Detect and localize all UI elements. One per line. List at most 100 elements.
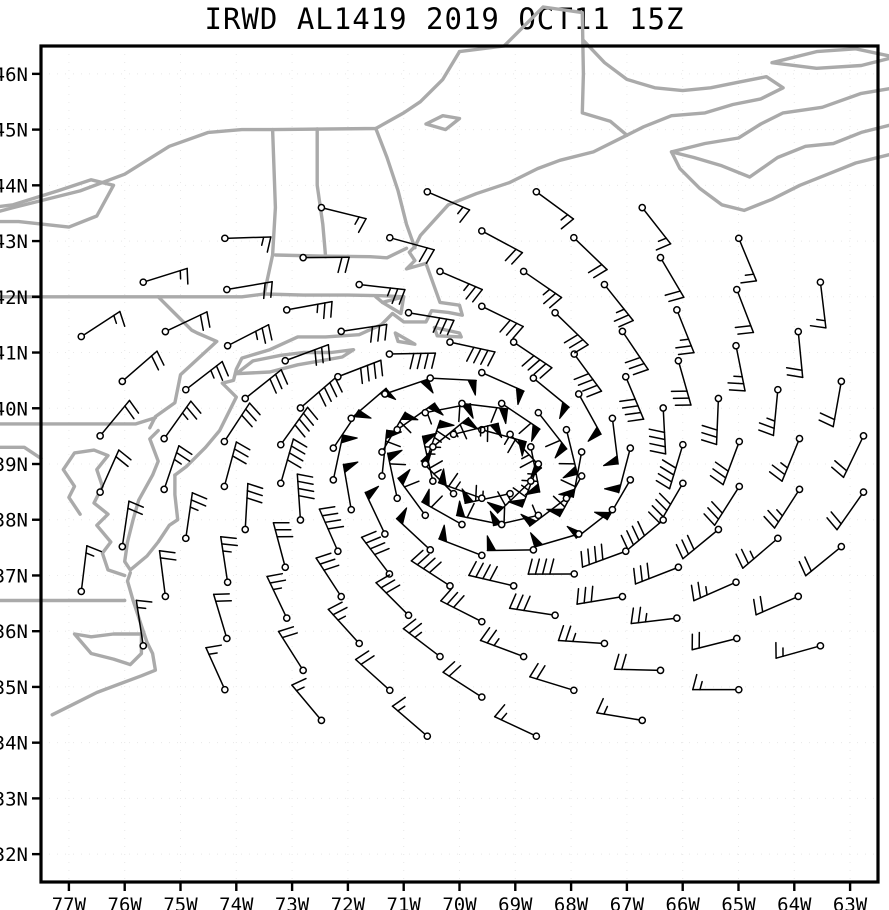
- x-tick-label: 74W: [219, 894, 254, 910]
- y-axis-labels: 32N 33N 34N 35N 36N 37N 38N 39N 40N 41N 42N 43N 44N 4…: [0, 64, 28, 866]
- wind-barb: [468, 560, 518, 590]
- wind-barb: [826, 488, 868, 531]
- wind-barb: [648, 404, 668, 455]
- x-tick-label: 75W: [163, 894, 198, 910]
- wind-barb: [619, 372, 645, 423]
- wind-barb: [386, 449, 407, 503]
- x-tick-label: 66W: [666, 894, 701, 910]
- wind-barb: [508, 593, 559, 620]
- x-tick-label: 67W: [610, 894, 645, 910]
- y-tick-label: 44N: [0, 175, 28, 197]
- wind-barb: [529, 374, 570, 420]
- wind-barb: [758, 385, 782, 437]
- plot-frame: [39, 44, 880, 884]
- wind-barb: [477, 368, 525, 406]
- wind-barb: [596, 697, 647, 725]
- wind-barb: [477, 227, 524, 265]
- wind-barb: [342, 461, 359, 514]
- wind-barb: [570, 350, 603, 398]
- wind-barb: [276, 406, 319, 449]
- wind-barb: [364, 485, 389, 538]
- wind-barb: [375, 574, 413, 620]
- wind-barb: [620, 516, 668, 551]
- wind-barb: [458, 399, 509, 425]
- axis-ticks: [32, 72, 852, 891]
- wind-barb: [734, 234, 758, 284]
- wind-barb: [732, 285, 755, 335]
- wind-barb: [118, 350, 165, 386]
- wind-barb: [161, 311, 211, 336]
- wind-barb: [266, 572, 291, 622]
- wind-barb: [600, 280, 634, 328]
- y-tick-label: 36N: [0, 621, 28, 643]
- y-tick-label: 38N: [0, 510, 28, 532]
- wind-barb: [212, 593, 232, 643]
- y-tick-label: 35N: [0, 677, 28, 699]
- wind-barb: [223, 323, 273, 350]
- wind-barb: [809, 278, 827, 329]
- x-tick-label: 68W: [554, 894, 589, 910]
- wind-barb: [818, 377, 846, 428]
- wind-barb: [507, 460, 543, 508]
- wind-barb: [497, 399, 541, 442]
- wind-barb: [135, 599, 153, 650]
- wind-barb: [421, 419, 455, 468]
- wind-barb: [675, 525, 723, 560]
- wind-barb: [385, 350, 437, 370]
- wind-barb: [602, 414, 619, 467]
- x-tick-label: 63W: [833, 894, 868, 910]
- wind-barb: [402, 618, 444, 661]
- wind-barb: [241, 482, 264, 534]
- wind-barb: [768, 434, 804, 482]
- y-tick-label: 45N: [0, 120, 28, 142]
- x-tick-label: 76W: [108, 894, 143, 910]
- x-tick-label: 69W: [498, 894, 533, 910]
- wind-barb: [334, 359, 384, 385]
- wind-barb: [493, 704, 541, 741]
- wind-barb: [569, 233, 608, 279]
- y-tick-label: 43N: [0, 231, 28, 253]
- wind-barb: [205, 644, 229, 694]
- wind-barb: [420, 450, 458, 498]
- wind-barb: [479, 627, 528, 661]
- wind-barb: [735, 534, 782, 569]
- wind-barb: [775, 641, 825, 659]
- x-tick-label: 77W: [52, 894, 87, 910]
- wind-barb: [381, 378, 434, 398]
- x-tick-label: 72W: [331, 894, 366, 910]
- wind-barb: [527, 558, 579, 578]
- wind-barb: [633, 562, 683, 585]
- wind-barb: [158, 550, 177, 601]
- wind-barb: [529, 662, 578, 695]
- wind-barb: [486, 535, 538, 554]
- wind-barb: [449, 422, 503, 443]
- wind-barb: [692, 673, 743, 694]
- x-tick-label: 70W: [442, 894, 477, 910]
- wind-barb: [558, 425, 579, 479]
- wind-barb: [638, 203, 672, 251]
- wind-barb: [315, 552, 346, 601]
- wind-barb: [785, 327, 804, 379]
- gridlines: [41, 46, 878, 882]
- wind-barb: [296, 377, 343, 412]
- wind-barb: [404, 308, 455, 336]
- wind-barb: [421, 488, 466, 529]
- chart-title: IRWD AL1419 2019 OCT11 15Z: [204, 2, 685, 36]
- wind-barb: [281, 343, 331, 366]
- wind-barb: [426, 374, 477, 396]
- wind-barb: [220, 441, 251, 491]
- wind-barb: [318, 505, 345, 556]
- wind-barb: [423, 187, 471, 223]
- wind-barb: [221, 234, 272, 253]
- wind-barb: [655, 440, 687, 490]
- wind-barb: [630, 606, 681, 625]
- wind-barb: [798, 542, 846, 577]
- x-tick-label: 71W: [387, 894, 422, 910]
- wind-barb: [160, 445, 193, 494]
- wind-barb: [410, 549, 454, 590]
- wind-barb: [317, 203, 367, 234]
- y-tick-label: 37N: [0, 565, 28, 587]
- wind-barb: [455, 500, 506, 529]
- wind-barb: [397, 468, 430, 520]
